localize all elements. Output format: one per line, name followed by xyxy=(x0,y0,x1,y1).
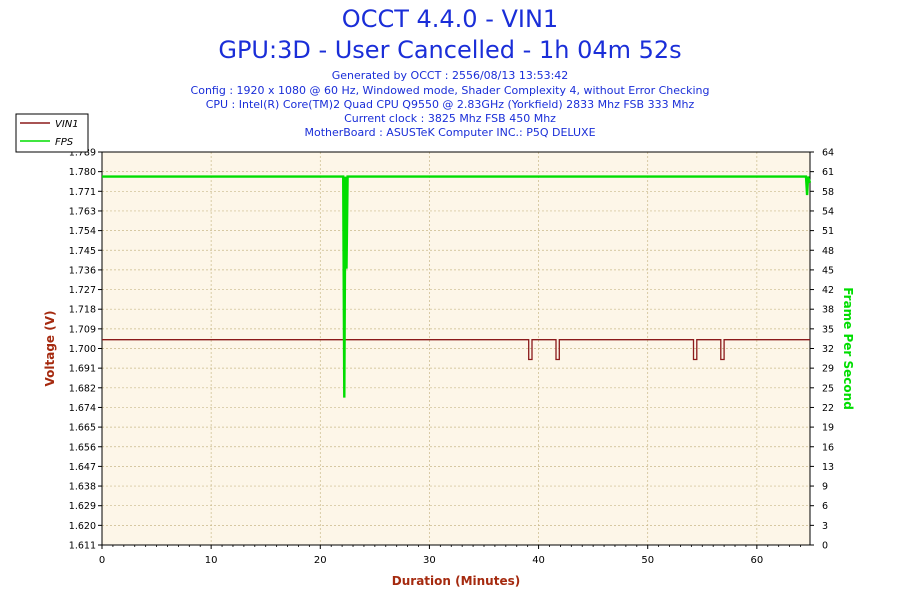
info-cpu: CPU : Intel(R) Core(TM)2 Quad CPU Q9550 … xyxy=(205,98,695,111)
y-tick-label: 1.763 xyxy=(69,206,96,217)
x-tick-label: 20 xyxy=(314,555,327,566)
series-line-fps xyxy=(102,175,812,398)
y-tick-label: 1.745 xyxy=(69,246,96,257)
chart-subtitle: GPU:3D - User Cancelled - 1h 04m 52s xyxy=(218,36,682,64)
y-tick-label: 1.656 xyxy=(69,442,96,453)
y-tick-label: 1.620 xyxy=(69,521,96,532)
y2-tick-label: 45 xyxy=(822,265,834,276)
y-tick-label: 1.665 xyxy=(69,423,96,434)
info-motherboard: MotherBoard : ASUSTeK Computer INC.: P5Q… xyxy=(304,126,596,139)
x-tick-label: 10 xyxy=(205,555,218,566)
y-tick-label: 1.638 xyxy=(69,482,96,493)
legend-label-fps: FPS xyxy=(55,137,74,148)
y-tick-label: 1.718 xyxy=(69,305,96,316)
y2-tick-label: 48 xyxy=(822,246,834,257)
y2-tick-label: 29 xyxy=(822,364,834,375)
y-axis-label: Voltage (V) xyxy=(43,311,57,387)
y2-tick-label: 22 xyxy=(822,403,834,414)
y2-tick-label: 54 xyxy=(822,206,834,217)
series-line-vin1 xyxy=(102,339,810,361)
y2-tick-label: 61 xyxy=(822,167,834,178)
y2-tick-label: 64 xyxy=(822,148,834,159)
y2-tick-label: 6 xyxy=(822,501,828,512)
y-tick-label: 1.691 xyxy=(69,364,96,375)
y2-tick-label: 35 xyxy=(822,324,834,335)
y2-axis-label: Frame Per Second xyxy=(841,287,855,410)
y2-tick-label: 19 xyxy=(822,423,834,434)
y2-tick-label: 25 xyxy=(822,383,834,394)
chart-title: OCCT 4.4.0 - VIN1 xyxy=(341,5,559,33)
y2-tick-label: 32 xyxy=(822,344,834,355)
x-axis-label: Duration (Minutes) xyxy=(392,574,520,588)
x-tick-label: 60 xyxy=(750,555,763,566)
y-tick-label: 1.674 xyxy=(69,403,96,414)
y2-tick-label: 58 xyxy=(822,187,834,198)
x-tick-label: 50 xyxy=(641,555,654,566)
y2-tick-label: 16 xyxy=(822,442,834,453)
x-tick-label: 30 xyxy=(423,555,436,566)
x-tick-label: 40 xyxy=(532,555,545,566)
y2-tick-label: 51 xyxy=(822,226,834,237)
y2-tick-label: 3 xyxy=(822,521,828,532)
y2-tick-label: 9 xyxy=(822,482,828,493)
y-tick-label: 1.647 xyxy=(69,462,96,473)
y-tick-label: 1.780 xyxy=(69,167,96,178)
legend-box xyxy=(15,113,89,153)
y-tick-label: 1.771 xyxy=(69,187,96,198)
y2-tick-label: 38 xyxy=(822,305,834,316)
y-tick-label: 1.727 xyxy=(69,285,96,296)
y2-tick-label: 0 xyxy=(822,541,828,552)
legend-label-vin1: VIN1 xyxy=(55,119,79,130)
y-tick-label: 1.754 xyxy=(69,226,96,237)
x-tick-label: 0 xyxy=(99,555,105,566)
y2-tick-label: 42 xyxy=(822,285,834,296)
info-clock: Current clock : 3825 Mhz FSB 450 Mhz xyxy=(344,112,556,125)
y-tick-label: 1.736 xyxy=(69,265,96,276)
y-tick-label: 1.789 xyxy=(69,148,96,159)
y-tick-label: 1.709 xyxy=(69,324,96,335)
y-tick-label: 1.629 xyxy=(69,501,96,512)
y-tick-label: 1.700 xyxy=(69,344,96,355)
y-tick-label: 1.682 xyxy=(69,383,96,394)
info-config: Config : 1920 x 1080 @ 60 Hz, Windowed m… xyxy=(190,84,710,97)
y2-tick-label: 13 xyxy=(822,462,834,473)
plot-frame xyxy=(101,151,811,546)
y-tick-label: 1.611 xyxy=(69,541,96,552)
info-generated: Generated by OCCT : 2556/08/13 13:53:42 xyxy=(331,69,569,82)
